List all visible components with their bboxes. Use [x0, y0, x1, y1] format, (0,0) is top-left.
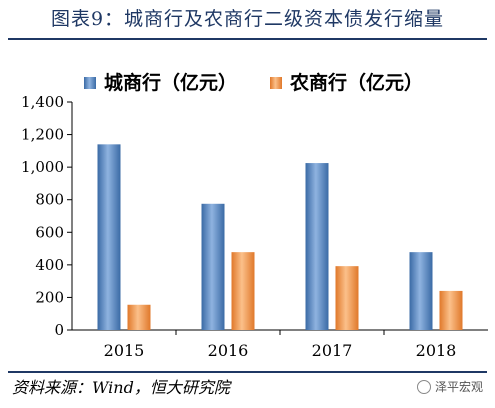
- legend-swatch: [270, 77, 282, 89]
- bar-city-2017: [305, 163, 329, 330]
- x-tick-label: 2016: [208, 341, 249, 360]
- bar-chart: 城商行（亿元） 农商行（亿元） 0 200 400 600 800 1,000 1,200 1,…: [21, 71, 488, 360]
- bar-city-2018: [409, 252, 433, 330]
- bar-city-2015: [97, 144, 121, 330]
- y-tick-label: 600: [35, 223, 64, 241]
- y-tick-label: 200: [35, 288, 64, 306]
- bars: [97, 144, 463, 330]
- x-tick-label: 2015: [104, 341, 145, 360]
- chart-title: 图表9：城商行及农商行二级资本债发行缩量: [50, 8, 445, 30]
- y-tick-label: 0: [54, 321, 64, 339]
- wechat-logo-icon: [416, 379, 431, 394]
- y-tick-label: 1,400: [21, 93, 64, 111]
- y-tick-label: 1,000: [21, 158, 64, 176]
- x-tick-label: 2017: [312, 341, 353, 360]
- bar-rural-2018: [439, 290, 463, 330]
- legend: 城商行（亿元） 农商行（亿元）: [84, 71, 423, 94]
- bar-rural-2015: [127, 304, 151, 330]
- brand-label: 泽平宏观: [434, 380, 483, 394]
- source-note: 资料来源：Wind，恒大研究院: [12, 378, 230, 397]
- x-tick-label: 2018: [416, 341, 457, 360]
- axes: 0 200 400 600 800 1,000 1,200 1,400 2015 2016 2017…: [21, 93, 488, 360]
- title-rule: [8, 38, 487, 40]
- y-tick-label: 400: [35, 256, 64, 274]
- y-tick-label: 800: [35, 191, 64, 209]
- bar-rural-2017: [335, 266, 359, 330]
- y-tick-label: 1,200: [21, 126, 64, 144]
- legend-label: 城商行（亿元）: [104, 71, 237, 94]
- legend-label: 农商行（亿元）: [289, 71, 423, 94]
- bar-city-2016: [201, 203, 225, 330]
- legend-swatch: [84, 77, 96, 89]
- bar-rural-2016: [231, 252, 255, 330]
- footer-rule: [8, 371, 487, 373]
- brand-watermark: 泽平宏观: [416, 378, 483, 395]
